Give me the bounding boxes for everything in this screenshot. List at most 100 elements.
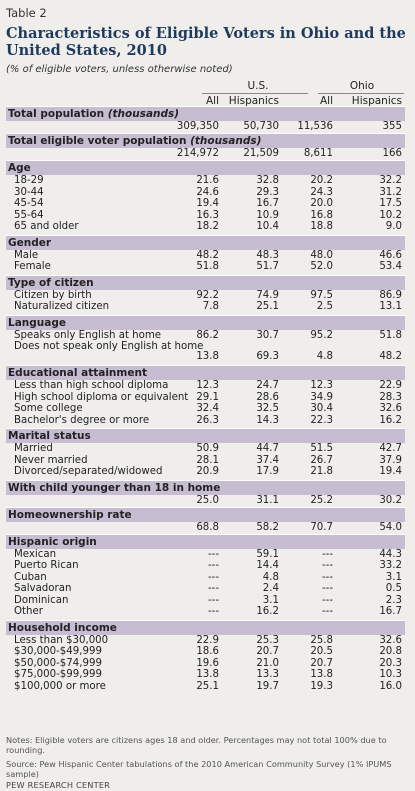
section-title: With child younger than 18 in home <box>8 481 221 494</box>
col-header-us-hispanics: Hispanics <box>228 95 279 107</box>
cell-ohio-hispanics: 355 <box>382 121 402 132</box>
cell-us-hispanics: 32.5 <box>256 403 279 414</box>
row-label: Female <box>14 261 51 272</box>
section-title: Age <box>8 162 31 174</box>
col-header-ohio-all: All <box>319 95 333 107</box>
row-label: Divorced/separated/widowed <box>14 466 163 477</box>
cell-us-all: 16.3 <box>196 209 219 221</box>
cell-us-all: 19.6 <box>196 657 219 669</box>
cell-ohio-all: --- <box>321 548 333 560</box>
row-label: $50,000-$74,999 <box>14 657 102 669</box>
cell-us-all: 28.1 <box>196 454 219 466</box>
cell-ohio-all: 20.7 <box>310 657 333 669</box>
cell-ohio-hispanics: 10.3 <box>379 669 402 680</box>
cell-ohio-all: 97.5 <box>310 289 333 301</box>
table-row: $30,000-$49,999 18.6 20.7 20.5 20.8 <box>6 646 405 658</box>
table-row: Other --- 16.2 --- 16.7 <box>6 606 405 618</box>
table-row: Cuban --- 4.8 --- 3.1 <box>6 572 405 584</box>
data-table: Total population (thousands) 309,350 50,73… <box>6 106 405 694</box>
row-label: Does not speak only English at home <box>14 341 204 352</box>
table-row: High school diploma or equivalent 29.1 28.… <box>6 392 405 404</box>
cell-us-hispanics: 10.4 <box>256 221 279 232</box>
cell-ohio-all: 11,536 <box>297 121 333 132</box>
row-label: High school diploma or equivalent <box>14 391 189 403</box>
cell-ohio-hispanics: 17.5 <box>379 198 402 209</box>
section-title: Total eligible voter population <box>8 135 191 147</box>
cell-us-all: 18.2 <box>196 221 219 232</box>
row-label: Male <box>14 249 39 261</box>
cell-us-hispanics: 16.7 <box>256 198 279 209</box>
row-label: Bachelor's degree or more <box>14 414 150 426</box>
cell-ohio-hispanics: 32.6 <box>379 403 402 414</box>
cell-ohio-hispanics: 30.2 <box>379 494 402 506</box>
section-title: Gender <box>8 236 52 249</box>
cell-ohio-all: 4.8 <box>316 351 333 362</box>
cell-us-all: 26.3 <box>196 414 219 426</box>
cell-us-all: 25.1 <box>196 680 219 692</box>
cell-us-all: 24.6 <box>196 186 219 198</box>
section-header: Language <box>6 314 405 330</box>
cell-ohio-all: 2.5 <box>316 301 333 312</box>
cell-us-hispanics: 28.6 <box>256 391 279 403</box>
cell-us-hispanics: 13.3 <box>256 669 279 680</box>
cell-us-hispanics: 58.2 <box>256 521 279 533</box>
cell-ohio-all: 12.3 <box>310 380 333 391</box>
section-title: Language <box>8 316 66 329</box>
table-row: Dominican --- 3.1 --- 2.3 <box>6 595 405 607</box>
table-notes: Notes: Eligible voters are citizens ages… <box>6 735 387 755</box>
cell-us-all: --- <box>207 560 219 571</box>
section-header: Age <box>6 160 405 175</box>
table-row: 65 and older 18.2 10.4 18.8 9.0 <box>6 221 405 233</box>
row-label: $30,000-$49,999 <box>14 646 102 657</box>
cell-us-all: 51.8 <box>196 261 219 272</box>
section-spacer <box>6 692 405 694</box>
cell-ohio-hispanics: 46.6 <box>379 249 402 261</box>
cell-ohio-hispanics: 16.7 <box>379 606 402 617</box>
row-label: Less than high school diploma <box>14 380 169 391</box>
table-row: Married 50.9 44.7 51.5 42.7 <box>6 443 405 455</box>
cell-us-all: 92.2 <box>196 289 219 301</box>
cell-ohio-all: --- <box>321 606 333 617</box>
group-underline-us <box>202 93 308 94</box>
cell-us-hispanics: 14.3 <box>256 414 279 426</box>
table-source: Source: Pew Hispanic Center tabulations … <box>6 759 392 779</box>
cell-ohio-hispanics: 86.9 <box>379 289 402 301</box>
cell-ohio-all: --- <box>321 583 333 594</box>
cell-us-hispanics: 31.1 <box>256 494 279 506</box>
row-label: Some college <box>14 403 83 414</box>
cell-us-hispanics: 59.1 <box>256 548 279 560</box>
table-row: Salvadoran --- 2.4 --- 0.5 <box>6 583 405 595</box>
table-row: Citizen by birth 92.2 74.9 97.5 86.9 <box>6 290 405 302</box>
row-label: Salvadoran <box>14 583 72 594</box>
cell-ohio-hispanics: 9.0 <box>385 221 402 232</box>
row-label: $75,000-$99,999 <box>14 669 102 680</box>
cell-us-hispanics: 29.3 <box>256 186 279 198</box>
cell-ohio-hispanics: 20.8 <box>379 646 402 657</box>
cell-ohio-all: --- <box>321 594 333 606</box>
section-header: Type of citizen <box>6 274 405 290</box>
group-header-us: U.S. <box>247 80 269 92</box>
section-header: Household income <box>6 619 405 635</box>
row-label: Dominican <box>14 594 69 606</box>
cell-ohio-all: 34.9 <box>310 391 333 403</box>
section-header: Total eligible voter population (thousan… <box>6 133 405 148</box>
cell-us-hispanics: 20.7 <box>256 646 279 657</box>
section-title: Marital status <box>8 430 91 442</box>
table-row: $75,000-$99,999 13.8 13.3 13.8 10.3 <box>6 669 405 681</box>
row-label: 30-44 <box>14 186 44 198</box>
table-row: Female 51.8 51.7 52.0 53.4 <box>6 261 405 273</box>
cell-us-all: 214,972 <box>176 148 219 159</box>
section-title: Type of citizen <box>8 276 94 289</box>
cell-ohio-all: 48.0 <box>310 249 333 261</box>
cell-us-hispanics: 16.2 <box>256 606 279 617</box>
cell-us-hispanics: 25.3 <box>256 634 279 646</box>
table-row: Never married 28.1 37.4 26.7 37.9 <box>6 455 405 467</box>
cell-ohio-hispanics: 51.8 <box>379 329 402 341</box>
section-values-row: 68.8 58.2 70.7 54.0 <box>6 522 405 534</box>
cell-ohio-hispanics: 3.1 <box>385 571 402 583</box>
cell-us-hispanics: 10.9 <box>256 209 279 221</box>
cell-us-all: 13.8 <box>196 669 219 680</box>
cell-ohio-hispanics: 32.2 <box>379 175 402 186</box>
cell-ohio-hispanics: 10.2 <box>379 209 402 221</box>
cell-us-hispanics: 50,730 <box>243 121 279 132</box>
